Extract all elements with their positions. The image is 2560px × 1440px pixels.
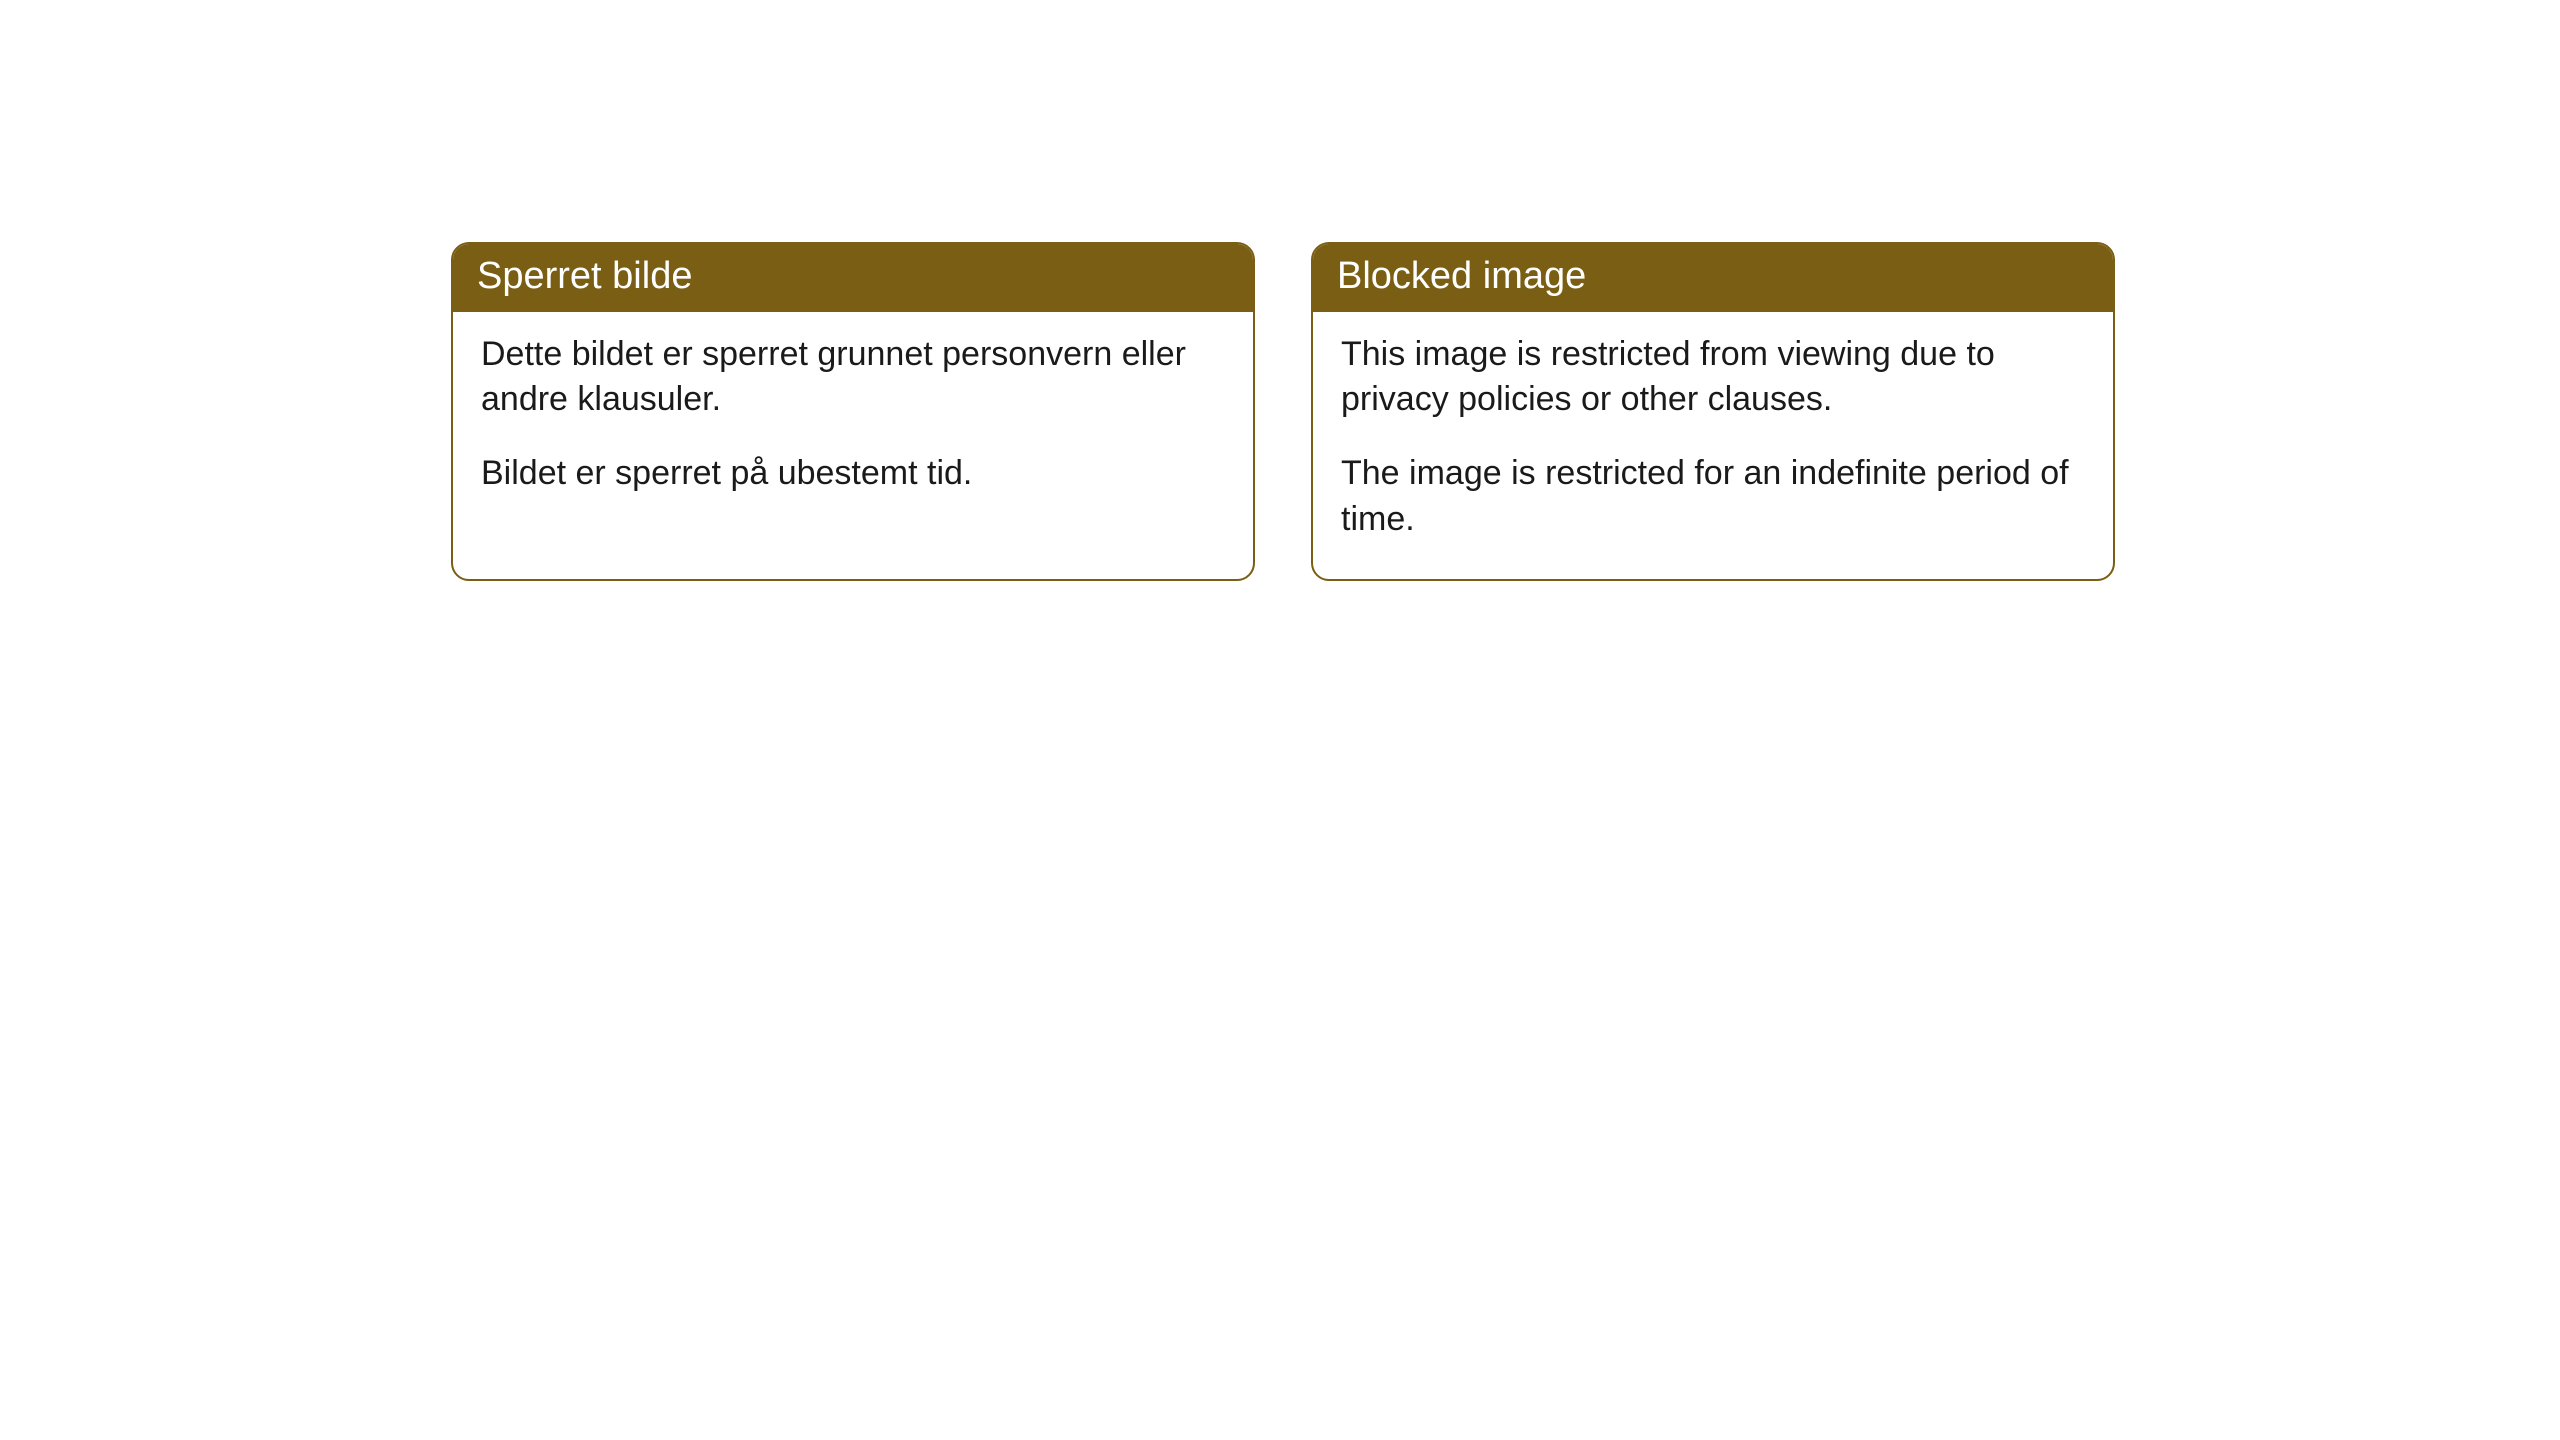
card-title: Sperret bilde — [477, 255, 692, 297]
card-paragraph: Bildet er sperret på ubestemt tid. — [481, 451, 1225, 497]
card-paragraph: The image is restricted for an indefinit… — [1341, 451, 2085, 543]
card-header: Sperret bilde — [453, 244, 1253, 312]
card-header: Blocked image — [1313, 244, 2113, 312]
card-body: Dette bildet er sperret grunnet personve… — [453, 312, 1253, 534]
notice-card-norwegian: Sperret bilde Dette bildet er sperret gr… — [451, 242, 1255, 581]
card-paragraph: This image is restricted from viewing du… — [1341, 332, 2085, 424]
card-body: This image is restricted from viewing du… — [1313, 312, 2113, 580]
notice-card-english: Blocked image This image is restricted f… — [1311, 242, 2115, 581]
notice-cards-container: Sperret bilde Dette bildet er sperret gr… — [451, 242, 2115, 581]
card-paragraph: Dette bildet er sperret grunnet personve… — [481, 332, 1225, 424]
card-title: Blocked image — [1337, 255, 1586, 297]
